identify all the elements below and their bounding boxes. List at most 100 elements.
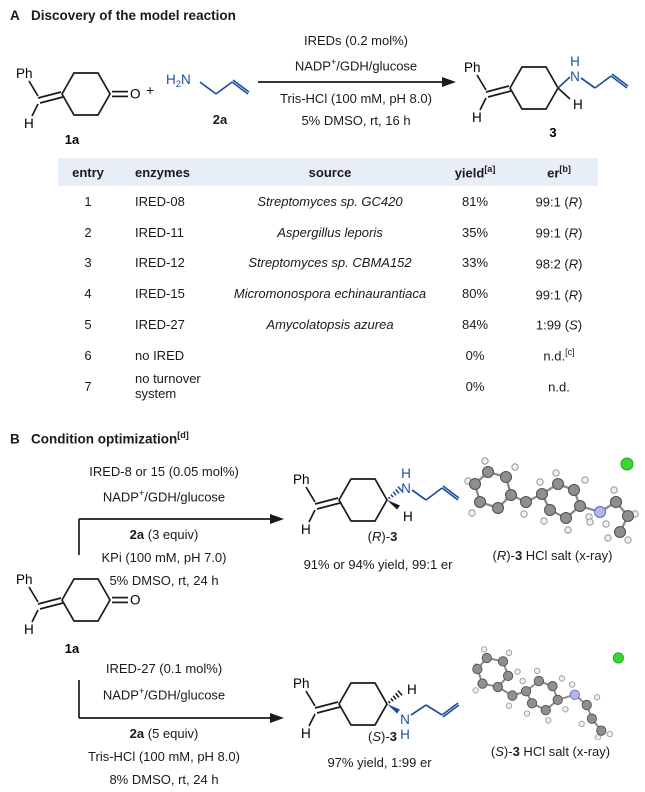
condition-solvent-a: 5% DMSO, rt, 16 h xyxy=(301,113,411,128)
atom-label-h2n: H2N xyxy=(166,72,191,90)
compound-label-1a: 1a xyxy=(65,132,80,147)
xray-carbons xyxy=(469,466,634,538)
product-label-s3: (S)-3 xyxy=(368,729,397,744)
bonds-1a xyxy=(28,72,128,117)
arrowhead-bottom xyxy=(270,713,284,723)
compound-label-1a-b: 1a xyxy=(65,641,80,656)
result-bottom: 97% yield, 1:99 er xyxy=(327,755,432,770)
atom-label-h: H xyxy=(472,110,482,125)
bonds-s3-blue xyxy=(410,702,460,718)
wedge-bond xyxy=(387,704,400,714)
xray-chloride xyxy=(620,457,634,471)
xray-nitrogen xyxy=(594,506,606,518)
condition-ired-bottom: IRED-27 (0.1 mol%) xyxy=(105,661,223,676)
table-row: 7 no turnover system 0% n.d. xyxy=(84,371,570,402)
table-row: 6 no IRED 0% n.d.[c] xyxy=(84,347,575,364)
arrowhead-top xyxy=(270,514,284,524)
atom-label-n: N xyxy=(400,712,410,727)
product-label-r3: (R)-3 xyxy=(367,529,398,544)
condition-amine-bottom: 2a (5 equiv) xyxy=(129,726,199,741)
bonds-1a-b xyxy=(28,578,128,623)
atom-label-o: O xyxy=(130,87,141,102)
compound-label-2a: 2a xyxy=(213,112,228,127)
bonds-2a xyxy=(199,79,250,95)
results-table: entry enzymes source yield[a] er[b] 1 IR… xyxy=(58,158,598,402)
condition-buffer-bottom: Tris-HCl (100 mM, pH 8.0) xyxy=(88,749,240,764)
atom-label-h: H xyxy=(24,116,34,131)
condition-solvent-top: 5% DMSO, rt, 24 h xyxy=(109,573,219,588)
atom-label-h: H xyxy=(301,726,311,741)
structure-1a: Ph H O 1a xyxy=(16,66,141,147)
xray-chloride xyxy=(612,652,624,664)
compound-label-3: 3 xyxy=(549,125,556,140)
atom-label-stereo-h: H xyxy=(573,97,583,112)
xray-hydrogens xyxy=(472,646,613,740)
structure-r3: Ph H N H H xyxy=(293,466,460,537)
structure-s3: Ph H H N H xyxy=(293,676,460,742)
table-row: 3 IRED-12 Streptomyces sp. CBMA152 33% 9… xyxy=(84,255,583,272)
condition-nadp-bottom: NADP+/GDH/glucose xyxy=(102,686,226,703)
atom-label-nh: H xyxy=(570,54,580,69)
atom-label-nh: H xyxy=(401,466,411,481)
atom-label-ph: Ph xyxy=(293,472,310,487)
col-header-entry: entry xyxy=(72,164,104,180)
bonds-r3-blue xyxy=(411,485,460,501)
arrowhead-a xyxy=(442,77,456,87)
panel-b-tag: B xyxy=(10,431,20,447)
xray-caption-r3: (R)-3 HCl salt (x-ray) xyxy=(492,548,613,563)
atom-label-ph: Ph xyxy=(16,572,33,587)
condition-ired-top: IRED-8 or 15 (0.05 mol%) xyxy=(89,464,239,479)
xray-model-r3 xyxy=(464,457,639,544)
col-header-source: source xyxy=(308,164,352,180)
branch-arrow-top xyxy=(78,514,284,555)
xray-hydrogens xyxy=(464,457,639,544)
panel-a-tag: A xyxy=(10,8,20,23)
col-header-yield: yield[a] xyxy=(454,163,496,181)
plus-sign: + xyxy=(146,82,155,98)
col-header-er: er[b] xyxy=(547,163,571,181)
table-row: 4 IRED-15 Micromonospora echinaurantiaca… xyxy=(84,286,583,302)
atom-label-ph: Ph xyxy=(16,66,33,81)
atom-label-n: N xyxy=(401,481,411,496)
bonds-r3-black xyxy=(305,478,388,523)
col-header-enzymes: enzymes xyxy=(135,164,190,180)
atom-label-ph: Ph xyxy=(293,676,310,691)
xray-model-s3 xyxy=(472,646,624,740)
hash-bond xyxy=(387,690,403,704)
xray-nitrogen xyxy=(569,689,580,700)
condition-ireds: IREDs (0.2 mol%) xyxy=(303,33,409,48)
condition-buffer-top: KPi (100 mM, pH 7.0) xyxy=(101,550,227,565)
condition-solvent-bottom: 8% DMSO, rt, 24 h xyxy=(109,772,219,787)
panel-b-title-text: Condition optimization xyxy=(31,431,178,447)
condition-amine-top: 2a (3 equiv) xyxy=(129,527,199,542)
condition-nadp-top: NADP+/GDH/glucose xyxy=(102,488,226,505)
structure-1a-panel-b: Ph H O 1a xyxy=(16,572,141,656)
structure-3: Ph H N H H 3 xyxy=(464,54,629,140)
table-row: 1 IRED-08 Streptomyces sp. GC420 81% 99:… xyxy=(84,193,583,210)
atom-label-stereo-h: H xyxy=(407,682,417,697)
atom-label-ph: Ph xyxy=(464,60,481,75)
atom-label-nh: H xyxy=(400,727,410,742)
panel-b-title: B Condition optimization[d] xyxy=(10,430,189,447)
condition-nadp-a: NADP+/GDH/glucose xyxy=(294,57,418,74)
atom-label-h: H xyxy=(24,622,34,637)
structure-2a: H2N 2a xyxy=(166,72,250,127)
atom-label-stereo-h: H xyxy=(403,509,413,524)
wedge-bond xyxy=(387,500,400,510)
reaction-arrow-a xyxy=(258,77,456,87)
panel-a-title-text: Discovery of the model reaction xyxy=(31,8,236,23)
bonds-3-black xyxy=(476,66,571,111)
xray-carbons xyxy=(472,652,607,736)
table-header-row: entry enzymes source yield[a] er[b] xyxy=(58,158,598,186)
result-top: 91% or 94% yield, 99:1 er xyxy=(303,557,453,572)
bonds-s3-black xyxy=(305,682,388,727)
bonds-3-blue xyxy=(557,73,629,89)
panel-a-title: A Discovery of the model reaction xyxy=(10,8,236,23)
hash-bond xyxy=(387,486,403,500)
atom-label-h: H xyxy=(301,522,311,537)
atom-label-o: O xyxy=(130,593,141,608)
condition-buffer-a: Tris-HCl (100 mM, pH 8.0) xyxy=(280,91,432,106)
table-row: 5 IRED-27 Amycolatopsis azurea 84% 1:99 … xyxy=(84,317,583,333)
xray-caption-s3: (S)-3 HCl salt (x-ray) xyxy=(490,744,611,759)
